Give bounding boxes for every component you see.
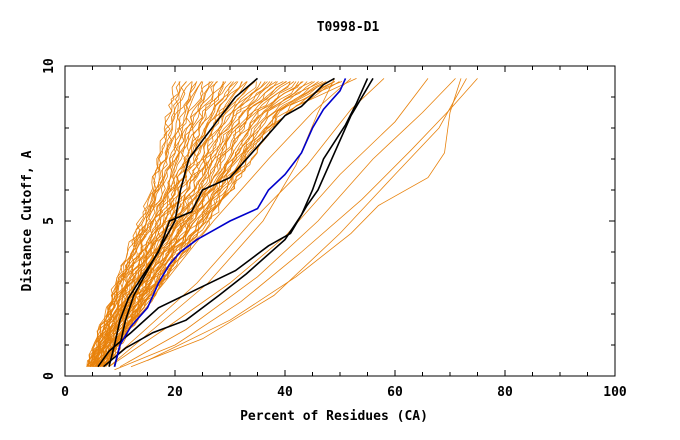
band-curve [103, 81, 336, 367]
band-curve [94, 81, 234, 367]
series-line-3 [103, 78, 385, 367]
series-line-2 [97, 78, 352, 367]
band-curve [91, 81, 214, 367]
band-curve [95, 81, 239, 367]
x-tick-label: 100 [603, 385, 627, 400]
x-tick-label: 40 [277, 385, 293, 400]
band-curve [90, 81, 227, 367]
series-line-10 [108, 77, 335, 367]
series-line-5 [119, 78, 456, 368]
band-curve [86, 81, 177, 367]
band-curve [86, 81, 193, 367]
x-tick-label: 0 [61, 385, 69, 400]
band-curve [91, 81, 212, 367]
series-line-4 [108, 78, 429, 368]
series-line-9 [108, 78, 335, 368]
y-axis-label: Distance Cutoff, A [20, 150, 35, 291]
series-line-8 [147, 78, 462, 361]
x-tick-label: 60 [387, 385, 403, 400]
band-curve [95, 81, 277, 367]
band-curve [89, 81, 219, 367]
band-curve [89, 81, 204, 367]
series-line-12 [97, 77, 374, 368]
x-tick-label: 20 [167, 385, 183, 400]
y-tick-label: 10 [42, 58, 57, 74]
band-curve [103, 81, 323, 367]
x-tick-label: 80 [497, 385, 513, 400]
chart-title: T0998-D1 [317, 20, 380, 35]
y-tick-label: 0 [42, 372, 57, 380]
series-line-13 [102, 78, 369, 368]
y-tick-label: 5 [42, 217, 57, 225]
series-line-14 [113, 78, 347, 367]
band-curve [86, 81, 197, 367]
x-axis-label: Percent of Residues (CA) [240, 409, 428, 424]
series-line-7 [130, 78, 467, 368]
series-line-6 [114, 78, 478, 371]
series-line-1 [92, 78, 357, 367]
series-line-11 [113, 77, 259, 367]
